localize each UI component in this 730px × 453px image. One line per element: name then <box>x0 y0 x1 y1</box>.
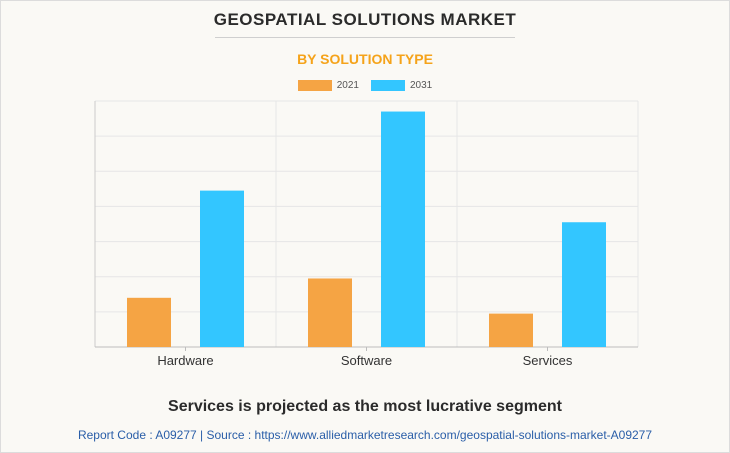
legend-label-2031: 2031 <box>410 80 433 91</box>
legend-swatch-2031 <box>371 80 405 91</box>
legend-swatch-2021 <box>297 80 332 91</box>
chart-subtitle: BY SOLUTION TYPE <box>297 51 433 67</box>
bar-software-2021 <box>308 278 352 347</box>
bar-services-2031 <box>562 222 606 347</box>
legend-item-2031[interactable]: 2031 <box>371 80 432 91</box>
bar-services-2021 <box>489 313 533 347</box>
legend-label-2021: 2021 <box>336 80 359 91</box>
x-tick-label-services: Services <box>523 353 573 368</box>
footer-source: Report Code : A09277 | Source : https://… <box>77 428 653 442</box>
x-tick-label-hardware: Hardware <box>157 353 213 368</box>
title-divider <box>215 37 515 38</box>
bar-hardware-2021 <box>127 297 171 347</box>
legend-item-2021[interactable]: 2021 <box>297 80 359 91</box>
legend: 2021 2031 <box>0 80 730 91</box>
chart-title: GEOSPATIAL SOLUTIONS MARKET <box>213 10 517 29</box>
bar-hardware-2031 <box>200 190 244 347</box>
x-tick-label-software: Software <box>341 353 392 368</box>
bar-software-2031 <box>381 111 425 348</box>
footer-headline: Services is projected as the most lucrat… <box>168 398 562 415</box>
